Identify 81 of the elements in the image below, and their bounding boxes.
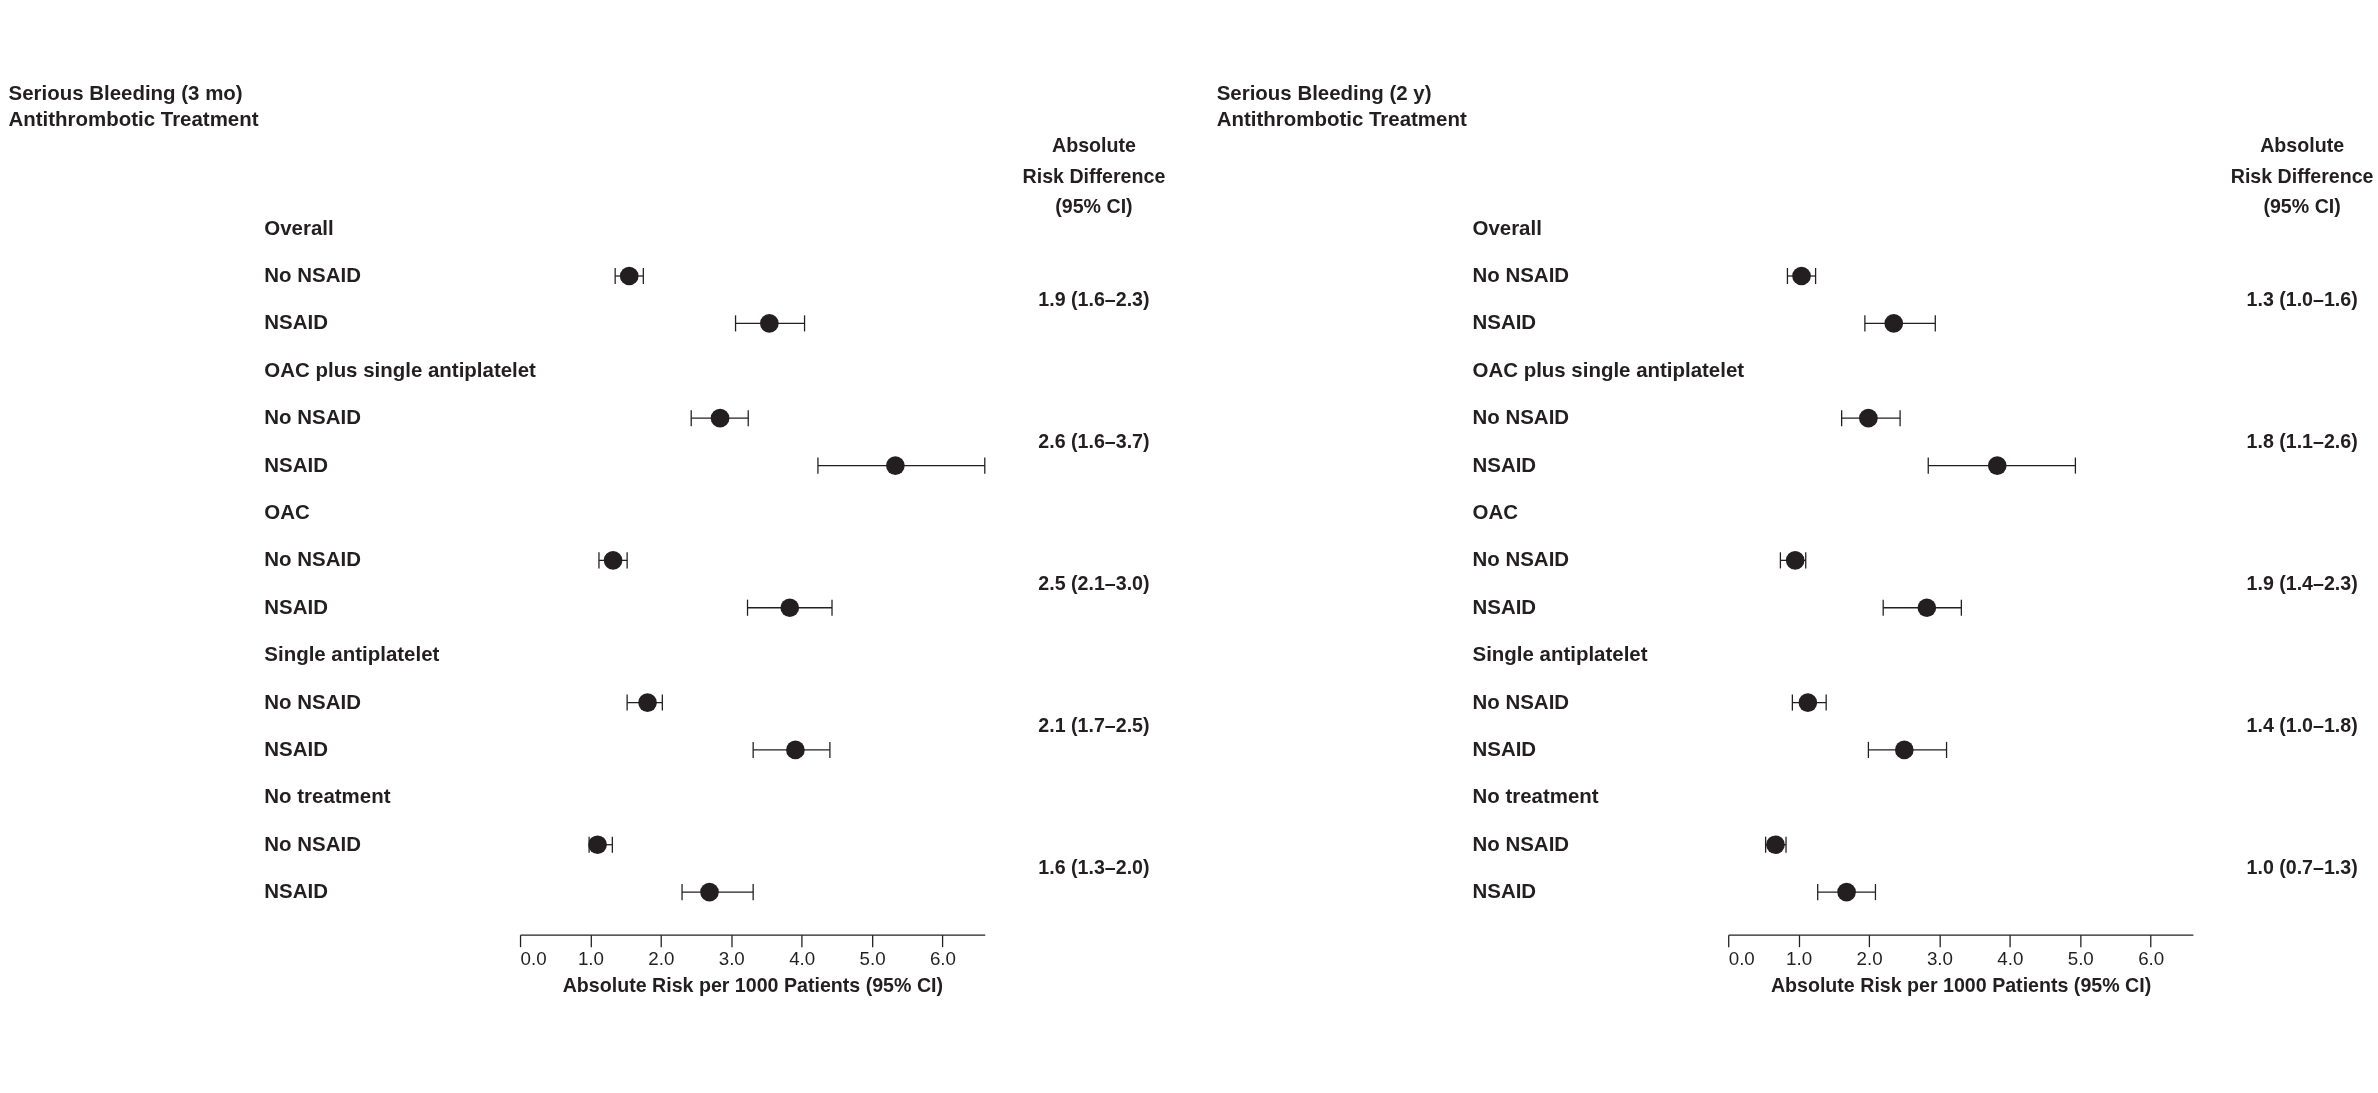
x-axis-title: Absolute Risk per 1000 Patients (95% CI) xyxy=(1770,974,2152,997)
x-tick-label: 4.0 xyxy=(789,948,816,970)
y-tick-label: NSAID xyxy=(1472,452,1537,476)
text: Absolute Risk Difference (95% CI) xyxy=(1022,134,1166,218)
point xyxy=(1792,266,1811,286)
text: 2.5 (2.1–3.0) xyxy=(1038,572,1150,595)
y-tick-label: NSAID xyxy=(264,310,328,334)
text: Antithrombotic Treatment xyxy=(1216,106,1467,130)
y-tick-label: OAC plus single antiplatelet xyxy=(1472,357,1745,381)
x-tick-label: 6.0 xyxy=(2138,948,2165,970)
y-tick-label: NSAID xyxy=(1472,736,1537,760)
y-tick-label: Single antiplatelet xyxy=(1472,642,1648,666)
text: 1.3 (1.0–1.6) xyxy=(2246,287,2358,310)
x-tick-label: 3.0 xyxy=(1926,948,1953,970)
text: Absolute Risk Difference (95% CI) xyxy=(2230,134,2374,218)
y-tick-label: NSAID xyxy=(1472,879,1537,903)
x-tick-label: 1.0 xyxy=(577,948,604,970)
y-tick-label: No NSAID xyxy=(264,831,361,855)
x-tick-label: 1.0 xyxy=(1786,948,1813,970)
y-tick-label: No NSAID xyxy=(264,262,361,286)
y-tick-label: NSAID xyxy=(1472,594,1537,618)
text: 1.6 (1.3–2.0) xyxy=(1038,856,1150,879)
y-tick-label: No treatment xyxy=(264,784,391,808)
point xyxy=(1917,598,1937,618)
y-tick-label: NSAID xyxy=(264,879,328,903)
point xyxy=(638,693,657,712)
point xyxy=(603,551,623,570)
text: 1.9 (1.4–2.3) xyxy=(2246,572,2358,595)
point xyxy=(710,408,730,428)
text: Antithrombotic Treatment xyxy=(8,106,259,130)
x-tick-label: 5.0 xyxy=(859,948,886,970)
x-tick-label: 6.0 xyxy=(929,948,957,970)
x-tick-label: 2.0 xyxy=(1856,948,1883,970)
text: Serious Bleeding (3 mo) xyxy=(8,81,243,105)
y-tick-label: No NSAID xyxy=(1472,689,1570,713)
y-tick-label: NSAID xyxy=(264,452,328,476)
y-tick-label: No NSAID xyxy=(1472,831,1570,855)
text: 1.8 (1.1–2.6) xyxy=(2246,429,2358,452)
text: 2.6 (1.6–3.7) xyxy=(1038,429,1150,452)
point xyxy=(1798,693,1818,712)
x-tick-label: 5.0 xyxy=(2067,948,2094,970)
point xyxy=(786,740,805,760)
text: Serious Bleeding (2 y) xyxy=(1216,81,1432,105)
point xyxy=(1785,551,1805,570)
x-tick-label: 2.0 xyxy=(648,948,675,970)
point xyxy=(780,598,800,618)
y-tick-label: No NSAID xyxy=(264,689,361,713)
x-axis-title: Absolute Risk per 1000 Patients (95% CI) xyxy=(562,974,944,997)
text: 1.0 (0.7–1.3) xyxy=(2246,856,2358,879)
y-tick-label: No NSAID xyxy=(1472,547,1570,571)
y-tick-label: No NSAID xyxy=(1472,405,1570,429)
point xyxy=(1894,740,1914,760)
x-tick-label: 0.0 xyxy=(1728,948,1755,970)
x-tick-label: 4.0 xyxy=(1997,948,2024,970)
x-tick-label: 3.0 xyxy=(718,948,745,970)
y-tick-label: No NSAID xyxy=(264,405,361,429)
y-tick-label: Overall xyxy=(264,215,334,239)
point xyxy=(700,882,719,902)
text: 1.4 (1.0–1.8) xyxy=(2246,714,2358,737)
x-tick-label: 0.0 xyxy=(520,948,547,970)
text: 1.9 (1.6–2.3) xyxy=(1038,287,1150,310)
y-tick-label: OAC xyxy=(1472,499,1519,523)
y-tick-label: NSAID xyxy=(264,736,328,760)
text: 2.1 (1.7–2.5) xyxy=(1038,714,1150,737)
point xyxy=(1884,314,1904,333)
point xyxy=(760,314,779,333)
point xyxy=(1987,456,2007,475)
point xyxy=(588,835,607,855)
y-tick-label: Overall xyxy=(1472,215,1542,239)
y-tick-label: No NSAID xyxy=(264,547,361,571)
point xyxy=(886,456,905,475)
y-tick-label: No NSAID xyxy=(1472,262,1570,286)
y-tick-label: No treatment xyxy=(1472,784,1599,808)
y-tick-label: OAC xyxy=(264,499,310,523)
y-tick-label: NSAID xyxy=(1472,310,1537,334)
point xyxy=(1837,882,1856,902)
y-tick-label: OAC plus single antiplatelet xyxy=(264,357,537,381)
y-tick-label: NSAID xyxy=(264,594,328,618)
y-tick-label: Single antiplatelet xyxy=(264,642,440,666)
point xyxy=(1859,408,1878,428)
point xyxy=(619,266,639,286)
